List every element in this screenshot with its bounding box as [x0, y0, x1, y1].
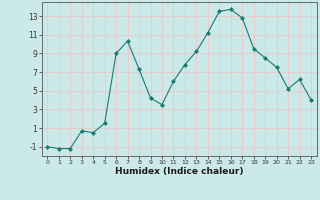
X-axis label: Humidex (Indice chaleur): Humidex (Indice chaleur): [115, 167, 244, 176]
